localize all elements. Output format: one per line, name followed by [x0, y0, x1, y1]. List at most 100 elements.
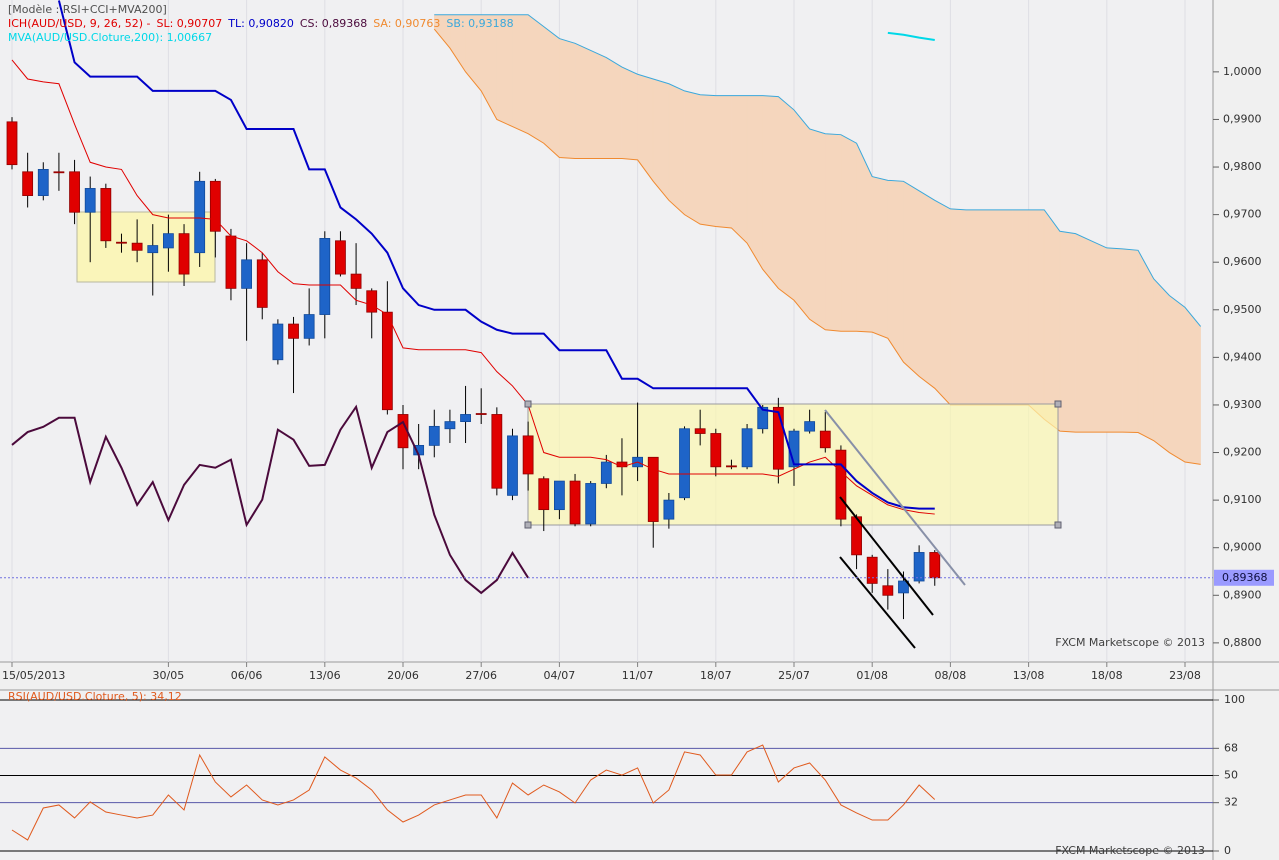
candle-body: [209, 180, 221, 232]
candle-body: [663, 499, 675, 520]
candle-body: [194, 180, 206, 254]
candle-body: [350, 273, 362, 289]
candle-body: [710, 433, 722, 468]
y-tick-label: 0,9100: [1223, 493, 1262, 506]
cloud-segment: [1090, 240, 1108, 433]
candle-body: [381, 311, 393, 411]
cloud-segment: [543, 26, 560, 159]
candle-body: [288, 323, 299, 339]
y-tick-label: 0,8800: [1223, 636, 1262, 649]
cloud-segment: [918, 190, 936, 389]
handle: [1054, 400, 1062, 408]
x-tick-label: 15/05/2013: [2, 669, 65, 682]
candle-body: [491, 414, 503, 489]
price-data: [6, 0, 941, 620]
x-tick-label: 01/08: [856, 669, 888, 682]
y-tick-label: 100: [1224, 693, 1245, 706]
y-tick-label: 68: [1224, 741, 1238, 754]
candle-body: [882, 585, 894, 596]
cloud-segment: [1122, 248, 1139, 433]
candle-body: [554, 480, 565, 511]
cloud-segment: [997, 209, 1014, 406]
cloud-segment: [512, 14, 529, 135]
candle-body: [444, 421, 456, 430]
legend-entry: MVA(AUD/USD.Cloture,200): 1,00667: [8, 31, 212, 44]
x-tick-label: 13/08: [1013, 669, 1045, 682]
candle-body: [772, 406, 784, 470]
cloud-segment: [934, 199, 951, 406]
cloud-segment: [1184, 306, 1201, 465]
cloud-segment: [1169, 295, 1186, 463]
rsi-title: RSI(AUD/USD.Cloture, 5): 34,12: [8, 690, 182, 703]
candle-body: [256, 259, 268, 308]
candle-body: [726, 465, 737, 468]
cloud-segment: [715, 95, 732, 229]
cloud-segment: [793, 109, 810, 320]
candle-body: [507, 435, 518, 496]
legend-entry: SL: 0,90707: [156, 17, 222, 30]
y-tick-label: 0,9300: [1223, 398, 1262, 411]
candle-body: [569, 480, 581, 525]
cloud-segment: [574, 42, 591, 159]
y-tick-label: 50: [1224, 769, 1238, 782]
y-tick-label: 0,9800: [1223, 160, 1262, 173]
candle-body: [913, 552, 925, 582]
x-tick-label: 25/07: [778, 669, 810, 682]
candle-body: [131, 242, 143, 251]
watermark: FXCM Marketscope © 2013: [1055, 636, 1205, 649]
ichimoku-cloud: [433, 14, 1202, 465]
cloud-segment: [1043, 209, 1061, 432]
candle-body: [741, 428, 753, 468]
x-tick-label: 06/06: [231, 669, 263, 682]
candle-body: [225, 235, 237, 289]
handle: [524, 521, 532, 529]
y-tick-label: 0: [1224, 844, 1231, 857]
candle-body: [53, 171, 65, 174]
candle-body: [647, 456, 659, 522]
moving-average-line: [887, 31, 935, 41]
y-tick-label: 0,9000: [1223, 541, 1262, 554]
candle-body: [819, 430, 831, 449]
candle-body: [272, 323, 284, 361]
cloud-segment: [590, 50, 607, 159]
candle-body: [147, 245, 159, 254]
candle-body: [241, 259, 253, 289]
cloud-segment: [668, 83, 685, 216]
cloud-segment: [621, 66, 638, 161]
cloud-segment: [950, 208, 967, 406]
watermark: FXCM Marketscope © 2013: [1055, 844, 1205, 857]
x-tick-label: 20/06: [387, 669, 419, 682]
y-tick-label: 0,9600: [1223, 255, 1262, 268]
cloud-segment: [1059, 230, 1076, 433]
candle-body: [804, 421, 816, 432]
candle-body: [835, 449, 847, 520]
cloud-segment: [496, 14, 513, 127]
candle-body: [6, 121, 18, 166]
cloud-segment: [1028, 209, 1045, 420]
trend-line: [839, 556, 916, 649]
cloud-segment: [559, 38, 576, 159]
cloud-segment: [871, 176, 889, 339]
cloud-segment: [1153, 278, 1170, 454]
candle-body: [679, 428, 690, 499]
annotations: [524, 400, 1062, 649]
candle-body: [475, 413, 487, 415]
cloud-segment: [684, 90, 701, 225]
candle-body: [116, 241, 127, 244]
cloud-segment: [1106, 247, 1123, 433]
cloud-line: [434, 14, 1202, 327]
candle-body: [162, 233, 174, 249]
legend-prefix: ICH(AUD/USD, 9, 26, 52) -: [8, 17, 151, 30]
y-tick-label: 0,9200: [1223, 446, 1262, 459]
cloud-segment: [965, 209, 982, 406]
cloud-segment: [1012, 209, 1029, 406]
candle-body: [84, 188, 96, 213]
candle-body: [600, 461, 612, 484]
candle-body: [585, 483, 597, 525]
handle: [1054, 521, 1062, 529]
cloud-segment: [903, 180, 920, 377]
y-tick-label: 1,0000: [1223, 65, 1262, 78]
cloud-segment: [731, 95, 748, 244]
y-tick-label: 0,9900: [1223, 112, 1262, 125]
cloud-segment: [762, 95, 779, 290]
